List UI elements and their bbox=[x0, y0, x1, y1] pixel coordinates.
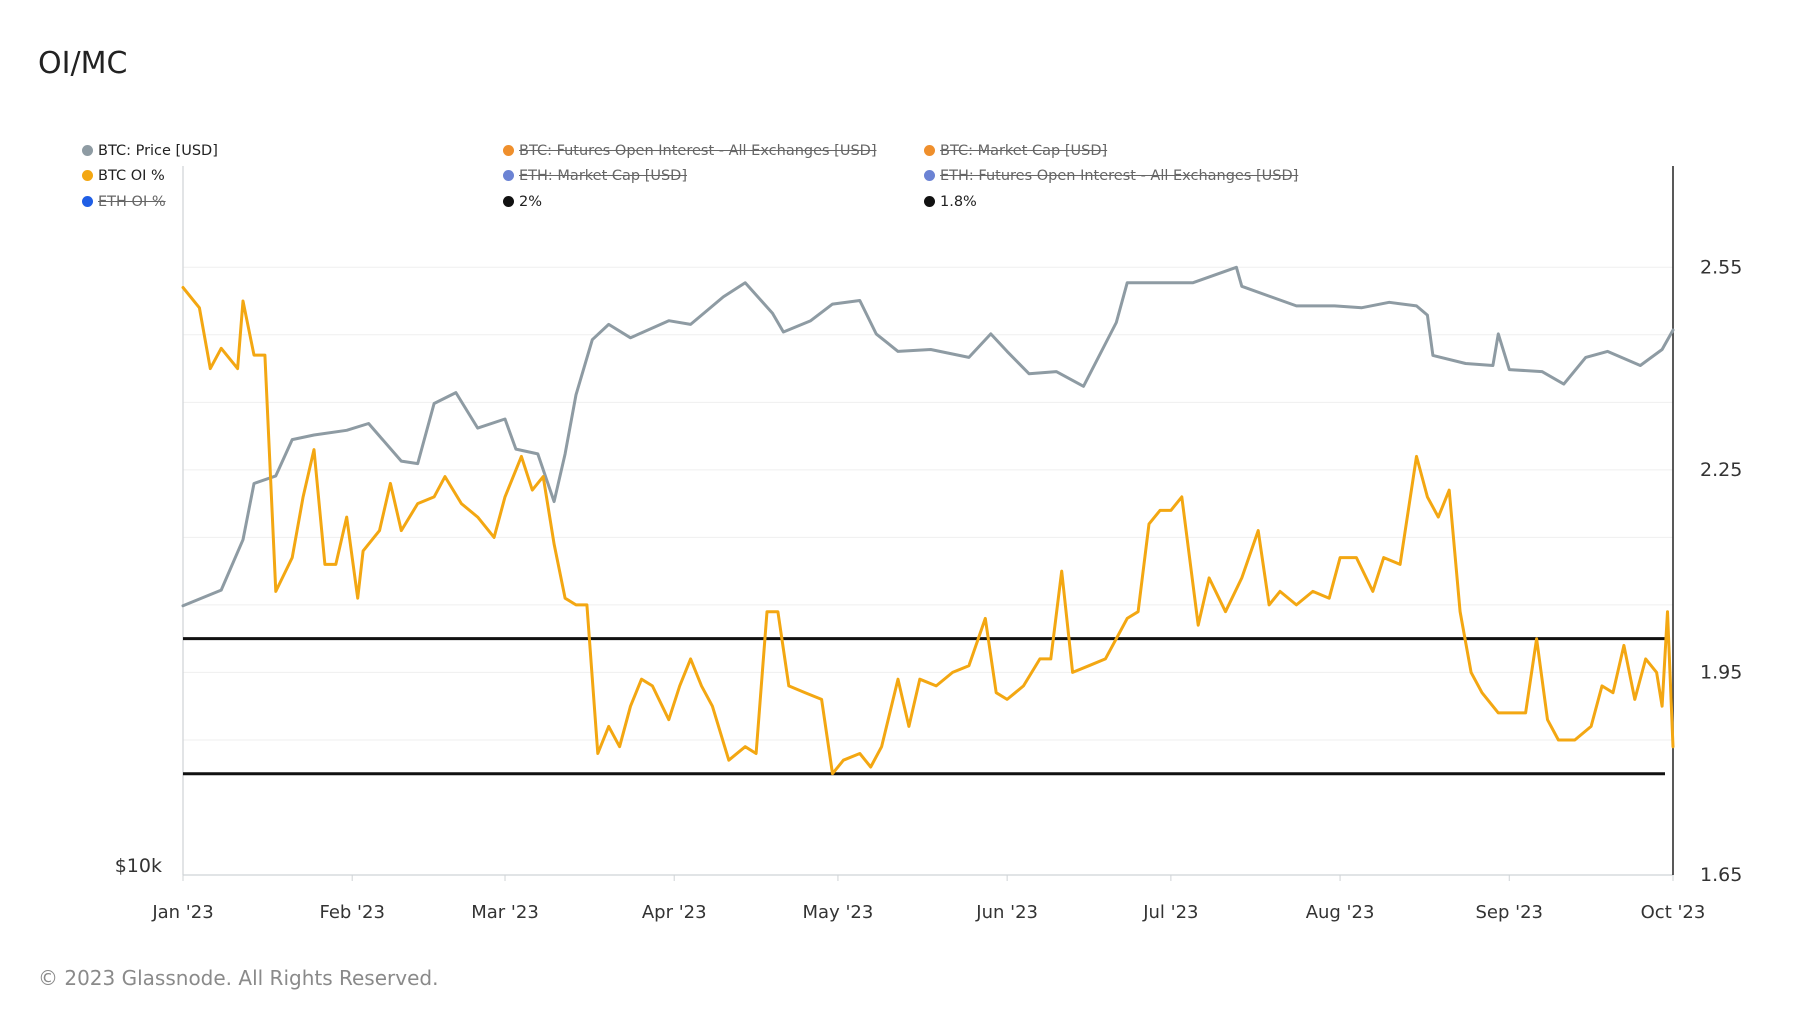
legend-label: ETH: Futures Open Interest - All Exchang… bbox=[940, 168, 1299, 184]
x-tick-label: Jul '23 bbox=[1142, 902, 1198, 923]
right-y-tick-label: 1.65 bbox=[1700, 864, 1742, 886]
x-tick-label: Apr '23 bbox=[642, 902, 707, 923]
right-y-tick-label: 1.95 bbox=[1700, 661, 1742, 683]
reference-lines bbox=[183, 637, 1665, 776]
x-tick-label: Mar '23 bbox=[471, 902, 539, 923]
legend-label: BTC OI % bbox=[98, 168, 165, 184]
chart-title: OI/MC bbox=[38, 46, 128, 81]
legend-label: 2% bbox=[519, 194, 543, 210]
x-tick-label: Aug '23 bbox=[1306, 902, 1375, 923]
x-tick-label: Jan '23 bbox=[151, 902, 213, 923]
x-tick-label: May '23 bbox=[803, 902, 874, 923]
legend-label: ETH OI % bbox=[98, 194, 166, 210]
legend-dot-icon bbox=[503, 170, 514, 181]
legend-label: BTC: Futures Open Interest - All Exchang… bbox=[519, 143, 877, 159]
legend-dot-icon bbox=[82, 170, 93, 181]
legend-label: BTC: Price [USD] bbox=[98, 143, 218, 159]
x-tick-label: Oct '23 bbox=[1641, 902, 1706, 923]
right-y-tick-label: 2.25 bbox=[1700, 459, 1742, 481]
legend-dot-icon bbox=[503, 145, 514, 156]
legend-item[interactable]: 1.8% bbox=[924, 194, 977, 210]
legend-dot-icon bbox=[924, 170, 935, 181]
legend-dot-icon bbox=[924, 145, 935, 156]
gridlines bbox=[183, 266, 1673, 741]
btc-price-line bbox=[181, 265, 1675, 608]
legend-item[interactable]: ETH OI % bbox=[82, 194, 166, 210]
legend-dot-icon bbox=[924, 196, 935, 207]
legend-item[interactable]: ETH: Market Cap [USD] bbox=[503, 168, 687, 184]
copyright-footer: © 2023 Glassnode. All Rights Reserved. bbox=[38, 966, 439, 990]
legend-item[interactable]: BTC: Price [USD] bbox=[82, 143, 218, 159]
legend-label: BTC: Market Cap [USD] bbox=[940, 143, 1108, 159]
legend-label: ETH: Market Cap [USD] bbox=[519, 168, 687, 184]
series-lines bbox=[181, 265, 1675, 776]
x-axis-ticks: Jan '23 Feb '23 Mar '23 Apr '23 May '23 Jun '… bbox=[151, 875, 1705, 923]
legend-item[interactable]: BTC: Market Cap [USD] bbox=[924, 143, 1107, 159]
y-axis-ticks: 2.55 2.25 1.95 1.65 $10k bbox=[115, 256, 1743, 886]
left-y-tick-label: $10k bbox=[115, 855, 162, 877]
btc-oi-line bbox=[181, 286, 1675, 776]
x-tick-label: Sep '23 bbox=[1476, 902, 1544, 923]
x-tick-label: Jun '23 bbox=[975, 902, 1038, 923]
legend-label: 1.8% bbox=[940, 194, 977, 210]
axes bbox=[182, 166, 1674, 876]
legend-dot-icon bbox=[503, 196, 514, 207]
x-tick-label: Feb '23 bbox=[319, 902, 384, 923]
legend-item[interactable]: BTC: Futures Open Interest - All Exchang… bbox=[503, 143, 876, 159]
legend-dot-icon bbox=[82, 145, 93, 156]
legend-dot-icon bbox=[82, 196, 93, 207]
legend-item[interactable]: 2% bbox=[503, 194, 542, 210]
legend-item[interactable]: BTC OI % bbox=[82, 168, 165, 184]
right-y-tick-label: 2.55 bbox=[1700, 256, 1742, 278]
legend-item[interactable]: ETH: Futures Open Interest - All Exchang… bbox=[924, 168, 1298, 184]
